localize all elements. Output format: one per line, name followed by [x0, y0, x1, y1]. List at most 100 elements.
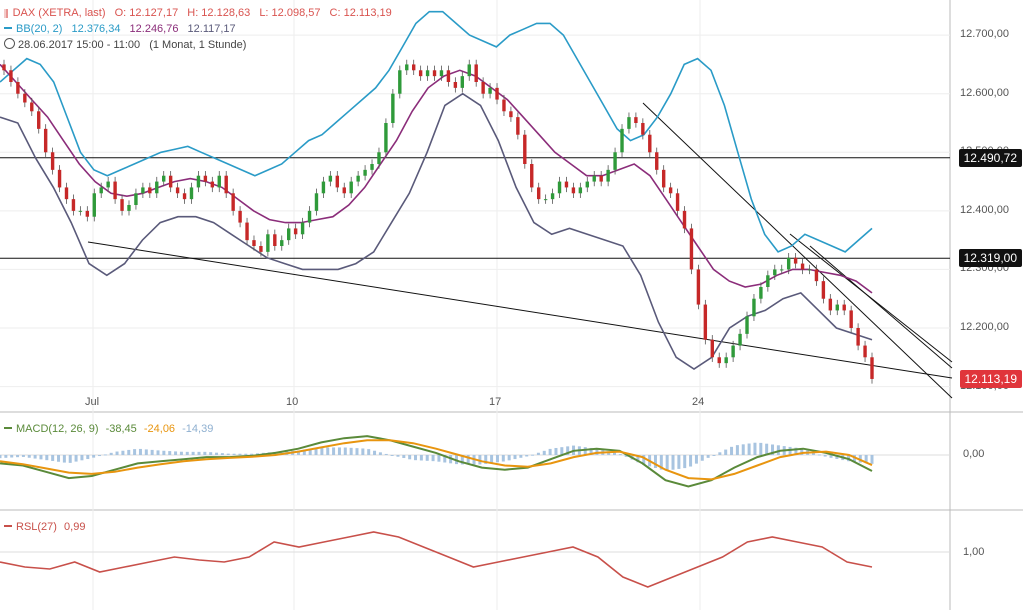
candle-body: [384, 123, 388, 153]
candle-body: [641, 123, 645, 135]
trendline-channel-c: [809, 245, 953, 369]
candle-body: [467, 64, 471, 77]
candle-body: [252, 240, 256, 246]
bollinger-upper-line: [0, 10, 873, 253]
macd-histogram-bar: [162, 450, 166, 455]
macd-histogram-bar: [220, 453, 224, 455]
candle-body: [606, 169, 610, 182]
macd-histogram-bar: [191, 451, 195, 455]
candle-body: [523, 134, 527, 164]
candle-body: [717, 357, 721, 364]
legend-macd-v3: -14,39: [182, 423, 214, 435]
candle-body: [293, 228, 298, 235]
macd-histogram-bar: [121, 450, 125, 455]
legend-macd-v2: -24,06: [143, 423, 176, 435]
macd-histogram-bar: [460, 455, 464, 465]
macd-histogram-bar: [636, 455, 640, 463]
macd-histogram-bar: [332, 447, 336, 455]
candle-body: [370, 164, 374, 170]
candle-body: [439, 70, 444, 77]
candle-body: [696, 269, 701, 305]
macd-signal-line: [0, 439, 873, 481]
macd-histogram-bar: [138, 448, 142, 455]
legend-bb-lower: 12.117,17: [187, 23, 236, 35]
macd-histogram-bar: [689, 455, 693, 467]
macd-histogram-bar: [343, 447, 347, 455]
macd-histogram-bar: [215, 452, 219, 455]
candle-body: [182, 193, 187, 200]
macd-histogram-bar: [179, 451, 183, 455]
macd-histogram-bar: [4, 455, 8, 458]
legend-close: C: 12.113,19: [329, 7, 392, 19]
macd-histogram-bar: [612, 452, 616, 455]
candle-body: [168, 175, 173, 188]
candle-body: [92, 193, 96, 217]
macd-histogram-bar: [45, 455, 49, 461]
macd-histogram-bar: [425, 455, 429, 461]
macd-histogram-bar: [683, 455, 687, 469]
candle-body: [675, 193, 680, 211]
candle-body: [245, 222, 249, 241]
macd-histogram-bar: [419, 455, 423, 461]
candle-body: [460, 76, 465, 88]
legend-main: ⫼ DAX (XETRA, last) O: 12.127,17 H: 12.12…: [4, 6, 392, 20]
macd-histogram-bar: [349, 447, 353, 455]
candle-body: [307, 210, 312, 223]
macd-histogram-bar: [765, 443, 769, 455]
macd-histogram-bar: [519, 455, 523, 458]
macd-histogram-bar: [771, 444, 775, 455]
candle-body: [599, 175, 603, 182]
macd-histogram-bar: [829, 455, 833, 458]
candle-body: [64, 187, 69, 200]
macd-histogram-bar: [811, 452, 815, 455]
candle-body: [759, 287, 763, 299]
macd-histogram-bar: [378, 452, 382, 455]
macd-histogram-bar: [583, 447, 587, 455]
candle-body: [266, 234, 270, 252]
macd-histogram-bar: [232, 453, 236, 455]
candle-body: [655, 152, 659, 170]
macd-histogram-bar: [150, 449, 154, 455]
trendline-channel-a: [642, 102, 953, 399]
candle-body: [113, 181, 117, 200]
candle-body: [863, 345, 867, 358]
candle-body: [752, 298, 756, 317]
macd-histogram-bar: [402, 455, 406, 459]
candle-body: [648, 134, 652, 153]
candle-body: [321, 181, 326, 194]
candle-body: [231, 193, 235, 211]
candle-body: [398, 70, 402, 94]
candle-body: [50, 152, 55, 170]
legend-open: O: 12.127,17: [114, 7, 179, 19]
candle-body: [162, 175, 166, 182]
candle-body: [377, 152, 381, 164]
macd-histogram-bar: [203, 451, 207, 455]
macd-histogram-bar: [156, 450, 160, 455]
macd-histogram-bar: [361, 448, 365, 455]
candle-body: [710, 339, 714, 358]
candle-body: [828, 298, 833, 311]
candle-body: [259, 246, 263, 252]
macd-histogram-bar: [185, 451, 189, 455]
candle-body: [120, 199, 124, 211]
macd-histogram-bar: [759, 442, 763, 455]
macd-histogram-bar: [308, 448, 312, 455]
bollinger-middle-line: [0, 63, 873, 294]
macd-histogram-bar: [694, 455, 698, 464]
candle-body: [30, 102, 34, 112]
price-tick-label: 12.700,00: [960, 28, 1009, 41]
legend-main-name: DAX (XETRA, last): [12, 7, 106, 19]
candle-body: [682, 210, 687, 229]
price-tick-label: 12.200,00: [960, 321, 1009, 333]
candle-body: [148, 187, 152, 194]
macd-histogram-bar: [624, 455, 628, 457]
macd-histogram-bar: [238, 453, 242, 455]
candle-body: [349, 181, 353, 194]
macd-histogram-bar: [800, 448, 804, 455]
candle-body: [807, 269, 812, 271]
macd-histogram-bar: [16, 455, 20, 458]
legend-macd-v1: -38,45: [105, 423, 137, 435]
macd-histogram-bar: [33, 455, 37, 459]
candle-body: [870, 357, 874, 379]
